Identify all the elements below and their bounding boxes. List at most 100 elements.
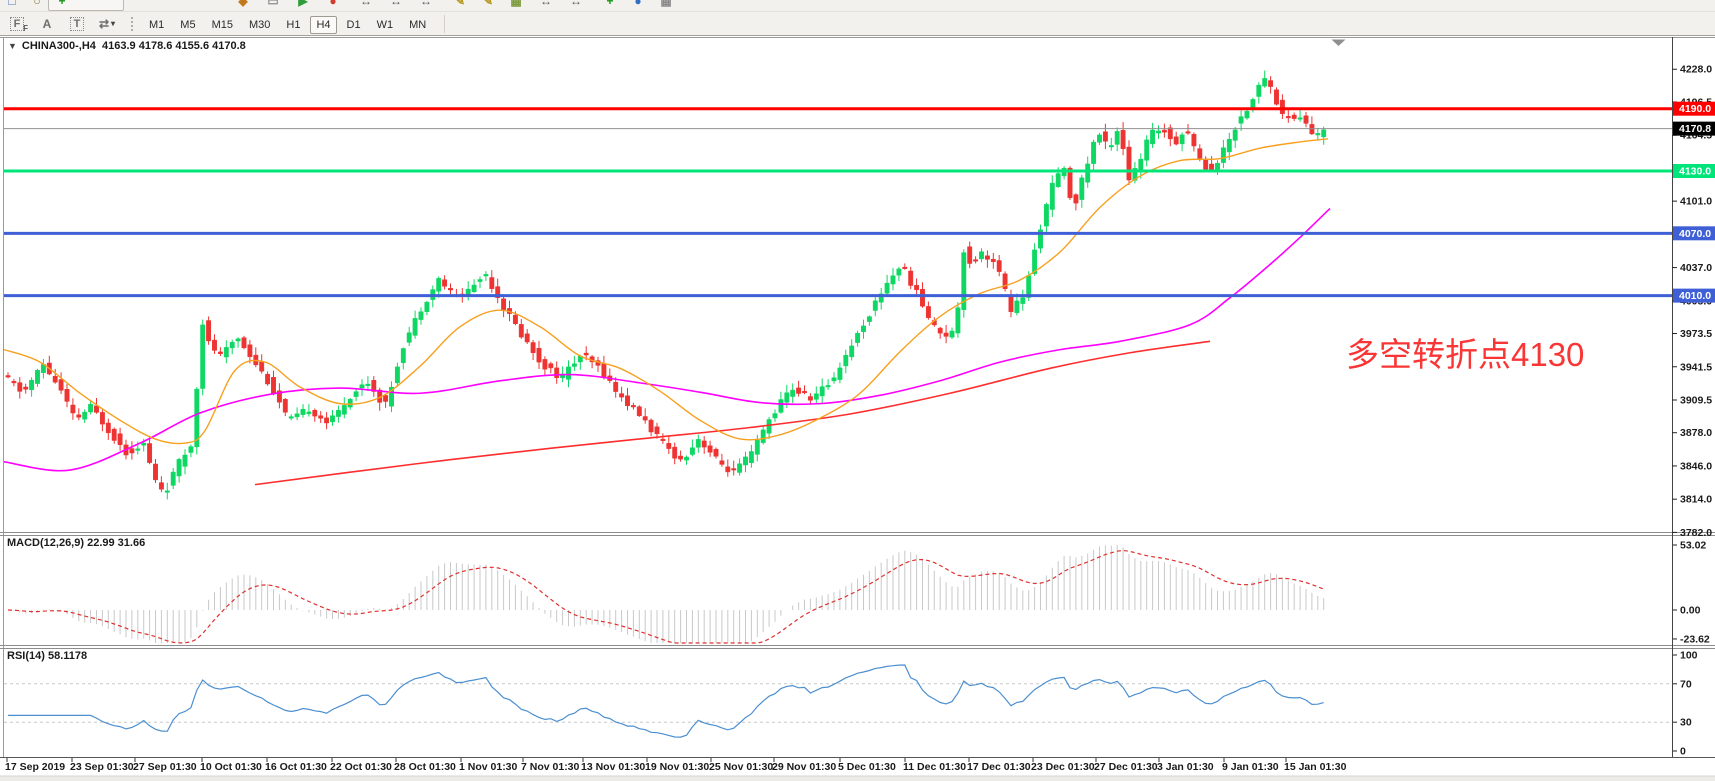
svg-text:3846.0: 3846.0: [1680, 460, 1712, 472]
autotrading-start-icon[interactable]: ▶: [298, 0, 308, 8]
svg-text:3782.0: 3782.0: [1680, 527, 1712, 539]
macd-histogram: [13, 545, 1325, 643]
window-bottom-strip: [0, 776, 1715, 781]
timeframe-d1[interactable]: D1: [346, 18, 361, 31]
timeframe-h4[interactable]: H4: [310, 15, 337, 34]
text-tool-icon[interactable]: T: [64, 15, 90, 33]
time-label: 23 Dec 01:30: [1031, 761, 1095, 773]
time-label: 13 Nov 01:30: [581, 761, 645, 773]
rsi-line: [8, 664, 1324, 738]
support-line-1-price-label: [1673, 226, 1715, 241]
svg-text:3814.0: 3814.0: [1680, 494, 1712, 506]
shift-marker-icon: [1331, 39, 1346, 46]
time-label: 11 Dec 01:30: [903, 761, 966, 773]
time-label: 19 Nov 01:30: [645, 761, 709, 773]
ma-mid-line: [3, 207, 1331, 472]
time-label: 16 Oct 01:30: [265, 761, 327, 773]
line-chart-icon[interactable]: ↔: [420, 0, 432, 8]
fibonacci-icon[interactable]: ▦: [510, 0, 522, 8]
dropdown-caret-icon[interactable]: ▾: [111, 19, 116, 28]
ma-slow-line: [254, 340, 1211, 486]
time-label: 29 Nov 01:30: [772, 761, 836, 773]
svg-text:0.00: 0.00: [1680, 605, 1701, 617]
main-toolbar: □ ○ + ◆ ▭ ▶ ● ↔ ↔ ↔ ✎ ✎ ▦ ↔ ↔ + ● ▦: [0, 0, 1715, 12]
chart-annotation-text[interactable]: 多空转折点4130: [1346, 336, 1585, 373]
chart-canvas[interactable]: 53.020.00-23.62100703004228.04196.54164.…: [0, 36, 1715, 781]
chart-title: ▼ CHINA300-,H4 4163.9 4178.6 4155.6 4170.…: [8, 40, 246, 52]
time-axis[interactable]: 17 Sep 2019 23 Sep 01:30 27 Sep 01:30 10 Oc…: [5, 758, 1347, 773]
timeframe-buttons: M1 M5 M15 M30 H1 H4 D1 W1 MN: [141, 15, 434, 34]
toolbar-separator: [444, 14, 446, 33]
symbol-dropdown-icon[interactable]: ▼: [8, 41, 17, 51]
bar-chart-icon[interactable]: ↔: [360, 0, 372, 8]
time-label: 27 Dec 01:30: [1094, 761, 1158, 773]
svg-text:4228.0: 4228.0: [1680, 64, 1712, 76]
macd-signal-line: [7, 549, 1324, 644]
rsi-panel: 100 70 30 0: [4, 650, 1698, 758]
ohlc-values: 4163.9 4178.6 4155.6 4170.8: [102, 40, 246, 52]
time-label: 10 Oct 01:30: [200, 761, 262, 773]
pivot-line-price-label: [1673, 164, 1715, 179]
grid-icon[interactable]: ▦: [660, 0, 672, 8]
resistance-line-price-label: [1673, 101, 1715, 116]
help-icon[interactable]: ●: [634, 0, 642, 8]
indicators-icon[interactable]: ◆: [238, 0, 248, 8]
svg-text:4130.0: 4130.0: [1679, 166, 1711, 178]
time-label: 1 Nov 01:30: [459, 761, 518, 773]
moving-averages-layer: [3, 138, 1331, 486]
svg-text:3973.5: 3973.5: [1680, 328, 1712, 340]
print-icon[interactable]: ▭: [267, 0, 279, 8]
autotrading-stop-icon[interactable]: ●: [329, 0, 337, 8]
svg-text:4037.0: 4037.0: [1680, 262, 1712, 274]
svg-text:3909.5: 3909.5: [1680, 394, 1712, 406]
add-indicator-icon[interactable]: +: [606, 0, 614, 8]
macd-indicator-label: MACD(12,26,9) 22.99 31.66: [7, 537, 146, 549]
text-label-icon[interactable]: A: [42, 16, 52, 31]
timeframe-m15[interactable]: M15: [211, 18, 233, 31]
svg-text:30: 30: [1680, 717, 1692, 729]
timeframe-mn[interactable]: MN: [409, 18, 427, 31]
new-order-button[interactable]: [48, 0, 124, 11]
svg-text:3941.5: 3941.5: [1680, 361, 1712, 373]
candles-layer: [5, 70, 1327, 500]
timeframe-w1[interactable]: W1: [376, 18, 394, 31]
macd-panel: 53.02 0.00 -23.62: [7, 539, 1710, 645]
time-label: 17 Sep 2019: [5, 761, 65, 773]
price-axis[interactable]: 4228.04196.54164.54101.04037.04005.03973…: [1672, 64, 1715, 539]
snap-grid-icon[interactable]: F F: [4, 15, 30, 33]
toolbar-grip[interactable]: [130, 16, 135, 31]
draw-line-icon[interactable]: ✎: [454, 0, 466, 8]
rsi-indicator-label: RSI(14) 58.1178: [7, 650, 88, 662]
candle-chart-icon[interactable]: ↔: [390, 0, 402, 8]
svg-text:0: 0: [1680, 746, 1686, 758]
symbol-name: CHINA300-,H4: [21, 40, 96, 52]
timeframe-m1[interactable]: M1: [149, 18, 165, 31]
timeframe-m5[interactable]: M5: [180, 18, 196, 31]
new-order-icon[interactable]: +: [58, 0, 66, 8]
time-label: 27 Sep 01:30: [133, 761, 197, 773]
time-label: 5 Dec 01:30: [838, 761, 896, 773]
svg-text:70: 70: [1680, 678, 1692, 690]
chart-window-icon[interactable]: □: [8, 0, 16, 8]
timeframe-m30[interactable]: M30: [248, 18, 271, 31]
support-line-2-price-label: [1673, 288, 1715, 303]
arrange-objects-icon[interactable]: ⇄ ▾: [98, 16, 116, 31]
horizontal-lines-layer[interactable]: [4, 107, 1672, 298]
current-price-label: [1673, 121, 1715, 136]
time-label: 17 Dec 01:30: [967, 761, 1031, 773]
draw-channel-icon[interactable]: ✎: [482, 0, 494, 8]
zoom-out-icon[interactable]: ↔: [570, 0, 582, 8]
svg-text:3878.0: 3878.0: [1680, 427, 1712, 439]
time-label: 15 Jan 01:30: [1284, 761, 1347, 773]
svg-text:53.02: 53.02: [1680, 539, 1706, 551]
zoom-icon[interactable]: ○: [33, 0, 41, 8]
time-label: 9 Jan 01:30: [1222, 761, 1279, 773]
time-label: 3 Jan 01:30: [1157, 761, 1214, 773]
panel-borders: [0, 37, 1715, 781]
svg-text:4101.0: 4101.0: [1680, 196, 1712, 208]
svg-text:4070.0: 4070.0: [1679, 228, 1711, 240]
svg-text:4170.8: 4170.8: [1679, 123, 1711, 135]
timeframe-h1[interactable]: H1: [286, 18, 301, 31]
zoom-in-icon[interactable]: ↔: [540, 0, 552, 8]
